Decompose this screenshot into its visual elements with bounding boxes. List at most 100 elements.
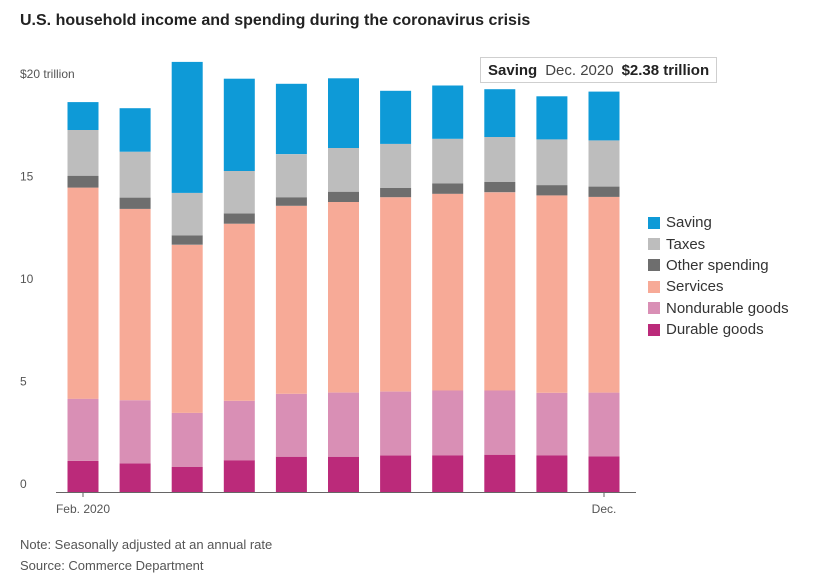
y-tick-label: 0 [20,477,27,491]
bar-nondurable [67,398,99,461]
bar-durable [67,460,99,492]
bar-nondurable [223,400,255,461]
bar-durable [328,456,359,492]
legend-swatch [648,323,660,336]
bar-nondurable [484,390,516,455]
bar-nondurable [275,393,307,457]
legend-swatch [648,216,660,229]
legend-item: Taxes [648,233,789,254]
bar-nondurable [536,392,568,456]
bar-taxes [380,143,412,188]
bar-taxes [328,148,359,192]
bar-saving [536,96,568,140]
bar-durable [380,455,412,492]
legend: Saving Taxes Other spending Services Nondura… [648,212,789,340]
bar-services [484,192,516,391]
bar-saving [67,102,99,130]
bar-nondurable [171,412,203,467]
bar-saving [380,90,412,144]
bar-saving [171,61,203,193]
bar-other [588,186,620,197]
legend-swatch [648,302,660,315]
bar-nondurable [588,392,620,457]
x-tick-label: Feb. 2020 [56,502,110,516]
legend-item: Nondurable goods [648,298,789,319]
bar-taxes [484,136,516,182]
bar-durable [275,456,307,492]
bar-other [171,235,203,245]
bar-nondurable [328,392,359,457]
bar-durable [171,467,203,492]
bar-services [275,205,307,394]
y-tick-label: 15 [20,170,34,184]
bar-services [67,187,99,399]
bar-taxes [536,139,568,186]
bar-saving [275,83,307,155]
legend-swatch [648,259,660,272]
legend-swatch [648,238,660,251]
bar-taxes [275,154,307,198]
bar-other [119,197,151,209]
bar-other [380,188,412,198]
bar-saving [328,78,359,148]
bar-taxes [588,140,620,187]
bar-taxes [223,171,255,214]
chart-title: U.S. household income and spending durin… [20,12,531,29]
bar-services [432,193,464,391]
bar-other [432,183,464,194]
bar-saving [588,91,620,141]
legend-label: Services [666,278,724,296]
bar-taxes [67,130,99,176]
bar-other [536,185,568,196]
tooltip-date: Dec. 2020 [545,61,614,79]
bar-services [223,223,255,401]
legend-label: Other spending [666,256,769,274]
bar-services [171,244,203,413]
bar-services [536,195,568,393]
bar-saving [119,108,151,152]
bar-taxes [119,151,151,198]
legend-label: Saving [666,214,712,232]
tooltip-value: $2.38 trillion [621,61,710,79]
bar-services [328,201,359,393]
y-tick-label: $20 trillion [20,67,75,81]
bar-durable [484,454,516,492]
legend-item: Other spending [648,255,789,276]
bar-nondurable [380,391,412,456]
bar-services [380,197,412,392]
bar-taxes [171,192,203,236]
legend-label: Taxes [666,235,706,253]
legend-item: Saving [648,212,789,233]
bar-other [67,175,99,188]
bar-services [588,196,620,393]
hover-tooltip: Saving Dec. 2020 $2.38 trillion [480,57,718,83]
bar-other [275,197,307,206]
bar-saving [484,89,516,137]
bar-durable [536,455,568,492]
bar-durable [223,460,255,492]
bar-services [119,208,151,401]
y-tick-label: 10 [20,272,34,286]
bar-durable [588,456,620,492]
bar-durable [432,455,464,492]
tooltip-series: Saving [488,61,538,79]
x-tick-label: Dec. [592,502,617,516]
y-tick-label: 5 [20,375,27,389]
source-text: Source: Commerce Department [20,558,204,573]
bar-taxes [432,138,464,184]
legend-label: Durable goods [666,321,764,339]
bar-other [484,182,516,193]
legend-item: Durable goods [648,319,789,340]
legend-item: Services [648,276,789,297]
bar-nondurable [432,390,464,456]
bar-saving [432,85,464,139]
bar-other [223,213,255,224]
legend-label: Nondurable goods [666,299,789,317]
bar-durable [119,463,151,492]
bar-other [328,191,359,202]
bar-saving [223,78,255,171]
note-text: Note: Seasonally adjusted at an annual r… [20,537,273,552]
legend-swatch [648,280,660,293]
bar-nondurable [119,400,151,464]
